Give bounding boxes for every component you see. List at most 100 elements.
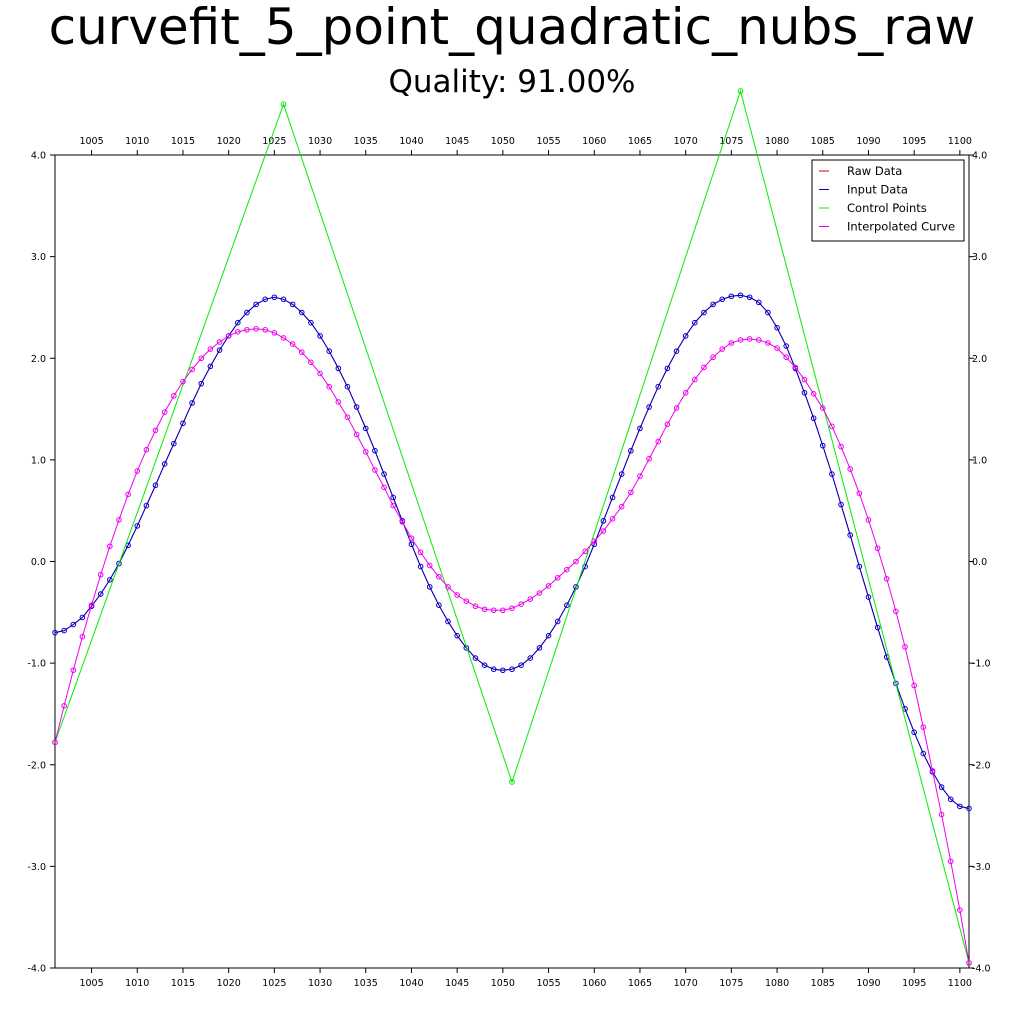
x-tick-label-bottom: 1025 (262, 978, 286, 989)
x-tick-label-bottom: 1005 (79, 978, 103, 989)
legend-label: Control Points (847, 201, 927, 215)
input-data-point (966, 805, 972, 812)
interpolated-curve-point (472, 603, 479, 610)
interpolated-curve-point (957, 907, 963, 913)
input-data-point (829, 471, 835, 477)
input-data-point (317, 333, 323, 339)
interpolated-curve-point (436, 573, 442, 580)
input-data-point (289, 301, 296, 308)
interpolated-curve-point (911, 682, 917, 689)
x-tick-label-top: 1060 (582, 136, 606, 147)
interpolated-curve-point (628, 489, 634, 496)
input-data-point (97, 591, 104, 597)
x-tick-label-top: 1055 (536, 136, 560, 147)
input-data-point (454, 632, 460, 639)
interpolated-curve-point (216, 339, 223, 345)
y-tick-label-left: -4.0 (27, 964, 46, 975)
x-tick-label-bottom: 1030 (308, 978, 332, 989)
chart-title: curvefit_5_point_quadratic_nubs_raw (48, 0, 976, 56)
interpolated-curve-point (902, 644, 908, 650)
input-data-point (235, 319, 241, 326)
x-tick-label-top: 1080 (765, 136, 789, 147)
interpolated-curve-point (564, 566, 570, 573)
series-input-data (52, 292, 972, 812)
interpolated-curve-point (107, 543, 113, 550)
x-tick-label-bottom: 1065 (628, 978, 652, 989)
input-data-point (381, 471, 387, 477)
interpolated-curve-point (207, 346, 214, 352)
x-tick-label-top: 1075 (719, 136, 743, 147)
x-tick-label-bottom: 1080 (765, 978, 789, 989)
input-data-point (344, 383, 351, 390)
interpolated-curve-point (847, 466, 853, 472)
input-data-point (335, 365, 342, 372)
interpolated-curve-point (755, 337, 762, 343)
interpolated-curve-point (637, 473, 643, 479)
input-data-point (180, 420, 186, 427)
interpolated-curve-point (381, 484, 387, 491)
interpolated-curve-point (70, 667, 77, 674)
chart-subtitle: Quality: 91.00% (388, 64, 636, 100)
legend: Raw Data Input Data Control Points Interpol… (811, 159, 965, 242)
interpolated-curve-point (701, 364, 707, 371)
interpolated-curve-point (883, 575, 890, 582)
x-tick-label-bottom: 1060 (582, 978, 606, 989)
interpolated-curve-point (947, 858, 954, 865)
interpolated-curve-point (838, 443, 844, 450)
interpolated-curve-point (618, 503, 625, 510)
input-data-point (216, 347, 223, 353)
x-tick-label-top: 1030 (308, 136, 332, 147)
y-tick-label-right: 4.0 (972, 151, 987, 162)
input-data-point (765, 309, 771, 316)
interpolated-curve-point (326, 383, 333, 390)
interpolated-curve-point (865, 517, 872, 523)
input-data-point (472, 655, 479, 661)
input-data-point (509, 666, 515, 673)
interpolated-curve-point (518, 601, 524, 607)
interpolated-curve-point (609, 516, 616, 522)
input-data-point (710, 301, 716, 308)
y-tick-label-left: 3.0 (31, 252, 46, 263)
interpolated-curve-point (792, 364, 799, 371)
y-tick-label-left: 4.0 (31, 151, 46, 162)
y-tick-label-left: -3.0 (27, 862, 46, 873)
series-interpolated-curve (52, 325, 972, 966)
interpolated-curve-point (710, 354, 716, 361)
x-tick-label-top: 1010 (125, 136, 149, 147)
input-data-point (417, 563, 424, 570)
input-data-point (481, 662, 488, 668)
input-data-point (308, 319, 314, 326)
input-data-point (52, 629, 58, 636)
interpolated-curve-point (810, 391, 817, 397)
y-tick-label-right: -4.0 (972, 964, 991, 975)
y-tick-label-left: 0.0 (31, 557, 46, 568)
y-tick-label-right: -2.0 (972, 760, 991, 771)
input-data-point (938, 784, 945, 790)
input-data-point (116, 560, 122, 567)
input-data-point (171, 440, 177, 447)
interpolated-curve-point (235, 329, 241, 335)
y-tick-label-right: 2.0 (972, 354, 987, 365)
input-data-point (774, 324, 780, 331)
interpolated-curve-point (298, 349, 305, 355)
x-tick-label-bottom: 1095 (902, 978, 926, 989)
interpolated-curve-point (308, 359, 314, 366)
x-tick-label-top: 1020 (217, 136, 241, 147)
x-tick-label-bottom: 1040 (399, 978, 423, 989)
interpolated-curve-point (765, 340, 771, 346)
interpolated-curve-point (225, 333, 232, 339)
input-data-point (628, 447, 634, 454)
interpolated-curve-point (893, 608, 899, 615)
interpolated-curve-point (189, 366, 195, 373)
input-data-point (564, 602, 570, 608)
x-tick-label-top: 1045 (445, 136, 469, 147)
input-data-point (673, 348, 680, 354)
series-layer (52, 88, 972, 966)
x-tick-label-top: 1050 (491, 136, 515, 147)
input-data-point (518, 662, 524, 668)
x-tick-label-top: 1005 (79, 136, 103, 147)
input-data-point (692, 319, 698, 326)
x-tick-label-top: 1025 (262, 136, 286, 147)
interpolated-curve-point (335, 399, 342, 405)
interpolated-curve-point (390, 502, 396, 509)
